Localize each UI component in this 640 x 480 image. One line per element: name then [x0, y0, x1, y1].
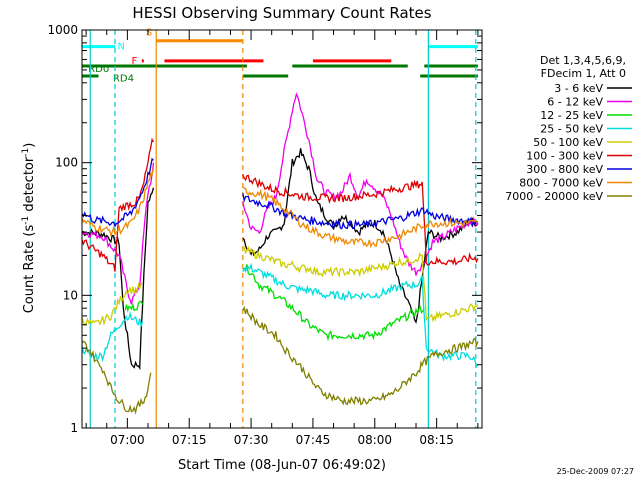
series-line: [242, 305, 479, 406]
state-bar-label: S: [146, 27, 152, 38]
series-line: [242, 148, 479, 324]
y-tick-label: 10: [63, 288, 78, 302]
legend-entry-label: 7000 - 20000 keV: [505, 190, 603, 203]
legend-entry-label: 25 - 50 keV: [540, 123, 603, 136]
y-axis-label-part: Count Rate (s: [22, 225, 37, 314]
y-tick-label: 1: [70, 421, 78, 435]
y-axis-label-part: detector: [22, 156, 37, 216]
y-axis-label-sup: -1: [21, 216, 31, 225]
legend-entry-label: 12 - 25 keV: [540, 109, 603, 122]
series-line: [81, 281, 144, 327]
legend-entry-label: 300 - 800 keV: [526, 163, 603, 176]
x-tick-label: 08:15: [419, 433, 454, 447]
series-line: [81, 157, 154, 228]
series-line: [242, 92, 479, 276]
y-tick-label: 1000: [47, 23, 78, 37]
x-tick-label: 07:15: [172, 433, 207, 447]
x-tick-label: 07:30: [234, 433, 269, 447]
legend-entry-label: 800 - 7000 keV: [519, 177, 603, 190]
series-line: [81, 166, 155, 237]
series-line: [124, 300, 144, 313]
legend-entry-label: 50 - 100 keV: [533, 136, 603, 149]
legend: Det 1,3,4,5,6,9,FDecim 1, Att 0 3 - 6 keV…: [505, 54, 632, 203]
legend-header-line: Det 1,3,4,5,6,9,: [540, 54, 626, 67]
state-bar-label: RD0: [88, 64, 109, 75]
footer-date: 25-Dec-2009 07:27: [557, 467, 634, 476]
series-line: [242, 193, 478, 230]
x-tick-label: 07:45: [296, 433, 331, 447]
plot-frame: [81, 29, 483, 429]
series-line: [242, 186, 479, 248]
legend-header-line: FDecim 1, Att 0: [541, 67, 626, 80]
legend-entry-label: 100 - 300 keV: [526, 150, 603, 163]
series-layer: [81, 92, 479, 415]
series-line: [242, 264, 425, 342]
legend-entry-label: 3 - 6 keV: [554, 82, 603, 95]
y-axis-label: Count Rate (s-1 detector-1): [21, 143, 37, 314]
state-bar-label: F: [131, 56, 137, 67]
y-tick-label: 100: [55, 156, 78, 170]
series-line: [242, 174, 479, 266]
vertical-markers: [89, 30, 477, 428]
x-tick-label: 07:00: [110, 433, 145, 447]
x-axis-label: Start Time (08-Jun-07 06:49:02): [178, 458, 386, 473]
legend-entry-label: 6 - 12 keV: [547, 96, 603, 109]
x-tick-label: 08:00: [357, 433, 392, 447]
series-line: [81, 162, 155, 305]
y-axis-label-part: ): [22, 143, 37, 148]
series-line: [81, 340, 152, 415]
state-bar-label: RD4: [113, 74, 134, 85]
y-axis-label-sup: -1: [21, 148, 31, 157]
chart-title: HESSI Observing Summary Count Rates: [132, 4, 431, 22]
state-bar-label: N: [117, 42, 124, 53]
axes: 1 10 100 1000 07:00 07:15 07:30 07:45 08:00 08:15: [47, 23, 483, 447]
series-line: [242, 246, 479, 323]
